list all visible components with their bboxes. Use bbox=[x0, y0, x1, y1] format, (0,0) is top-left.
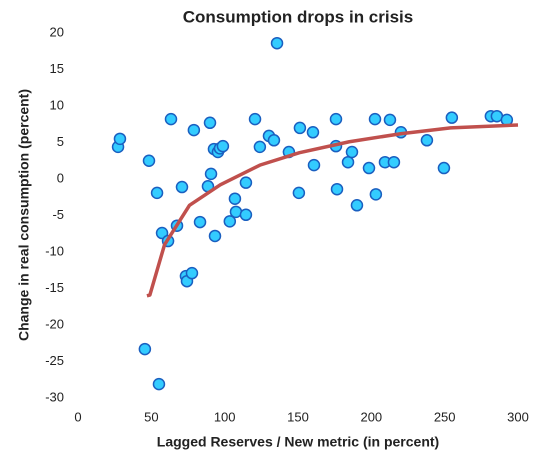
x-tick-label: 250 bbox=[434, 409, 456, 424]
y-tick-label: -15 bbox=[45, 280, 64, 295]
data-point bbox=[341, 155, 355, 169]
data-point bbox=[193, 215, 207, 229]
data-point bbox=[175, 180, 189, 194]
data-point bbox=[369, 188, 383, 201]
data-point bbox=[368, 112, 382, 126]
y-tick-label: -30 bbox=[45, 389, 64, 404]
data-point bbox=[216, 139, 230, 153]
y-tick-label: -20 bbox=[45, 316, 64, 331]
data-point bbox=[253, 140, 267, 154]
data-point bbox=[292, 186, 306, 200]
data-point bbox=[187, 123, 201, 137]
data-point bbox=[387, 155, 401, 169]
data-point bbox=[293, 121, 307, 135]
x-tick-label: 150 bbox=[287, 409, 309, 424]
data-point bbox=[228, 192, 242, 205]
data-point bbox=[138, 342, 152, 356]
x-axis-label: Lagged Reserves / New metric (in percent… bbox=[157, 434, 439, 450]
data-point bbox=[383, 113, 397, 127]
data-point bbox=[270, 36, 284, 50]
y-tick-label: 5 bbox=[57, 134, 64, 149]
data-point bbox=[164, 112, 178, 126]
y-tick-label: 15 bbox=[50, 61, 64, 76]
data-point bbox=[445, 111, 459, 124]
y-tick-label: -5 bbox=[52, 207, 64, 222]
data-point bbox=[152, 377, 166, 391]
data-point bbox=[437, 161, 451, 175]
data-point bbox=[362, 161, 376, 175]
chart-title: Consumption drops in crisis bbox=[183, 7, 413, 26]
data-point bbox=[330, 182, 344, 196]
data-point bbox=[345, 145, 359, 159]
trend-line bbox=[146, 123, 519, 298]
data-point bbox=[248, 112, 262, 126]
data-point bbox=[267, 134, 281, 147]
y-tick-label: 10 bbox=[50, 97, 64, 112]
y-tick-label: 0 bbox=[57, 170, 64, 185]
x-tick-label: 100 bbox=[214, 409, 236, 424]
y-tick-label: 20 bbox=[50, 24, 64, 39]
data-point bbox=[203, 116, 217, 130]
data-point bbox=[185, 266, 199, 280]
x-tick-label: 300 bbox=[507, 409, 529, 424]
x-tick-label: 200 bbox=[360, 409, 382, 424]
x-tick-label: 0 bbox=[74, 409, 81, 424]
data-point bbox=[420, 134, 434, 147]
data-point bbox=[223, 215, 237, 228]
data-point bbox=[307, 158, 321, 172]
y-tick-label: -10 bbox=[45, 243, 64, 258]
data-point bbox=[239, 208, 253, 222]
y-axis-label: Change in real consumption (percent) bbox=[16, 89, 32, 341]
data-point bbox=[208, 229, 222, 243]
data-point bbox=[329, 112, 343, 126]
x-tick-label: 50 bbox=[144, 409, 158, 424]
data-point bbox=[204, 167, 218, 181]
data-point bbox=[306, 126, 320, 139]
data-point bbox=[142, 154, 156, 167]
data-point bbox=[350, 199, 364, 212]
data-point bbox=[239, 176, 253, 189]
y-tick-label: -25 bbox=[45, 353, 64, 368]
data-point bbox=[113, 132, 127, 146]
data-point bbox=[150, 186, 164, 200]
